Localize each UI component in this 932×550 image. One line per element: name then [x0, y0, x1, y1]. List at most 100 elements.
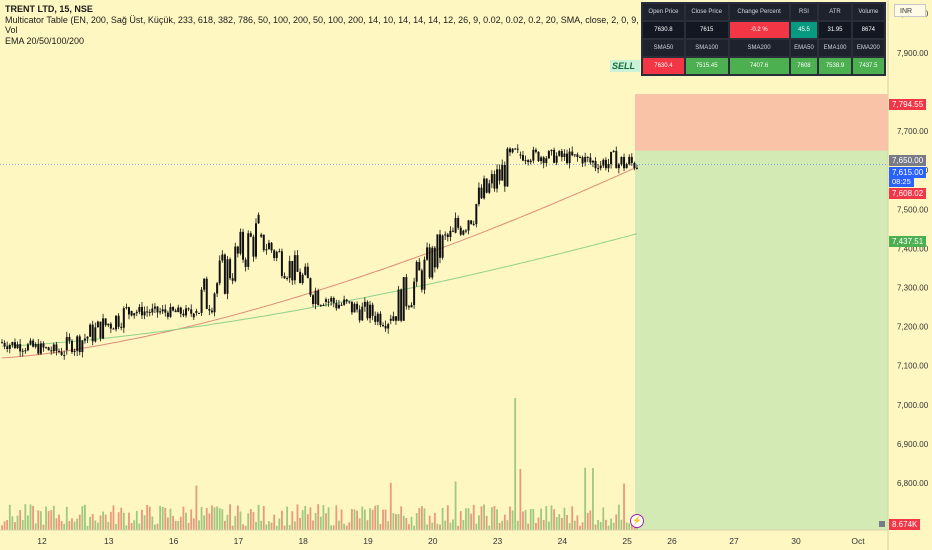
price-tick-2: 7,700.00 [897, 127, 929, 136]
volume-bar-241 [625, 522, 628, 530]
indicator-label[interactable]: Multicator Table (EN, 200, Sağ Üst, Küçü… [5, 14, 714, 25]
ema-label[interactable]: EMA 20/50/100/200 [5, 35, 85, 46]
volume-bar-200 [519, 468, 522, 530]
last-price-badge: 7,615.00 [889, 167, 927, 178]
volume-bar-30 [78, 514, 81, 530]
volume-bar-143 [371, 509, 374, 530]
candle-body-5 [13, 342, 16, 349]
volume-bar-20 [52, 505, 55, 530]
candle-body-159 [413, 281, 416, 306]
candle-body-20 [52, 344, 55, 352]
candle-body-8 [21, 350, 24, 352]
candle-body-0 [1, 342, 3, 344]
volume-bar-215 [558, 514, 561, 530]
candle-body-94 [244, 259, 247, 267]
chart-legend: TRENT LTD, 15, NSE Multicator Table (EN,… [5, 4, 714, 46]
candle-body-203 [527, 160, 530, 163]
volume-bar-79 [205, 507, 208, 530]
candle-body-232 [602, 159, 605, 166]
price-tick-10: 6,900.00 [897, 440, 929, 449]
volume-bar-120 [312, 520, 314, 530]
volume-bar-105 [273, 514, 276, 530]
volume-bar-10 [27, 515, 29, 530]
volume-bar-230 [597, 520, 600, 530]
val-volume: 8674 [852, 22, 884, 38]
volume-bar-56 [146, 505, 149, 530]
candle-body-112 [291, 260, 294, 281]
volume-bar-106 [275, 525, 278, 530]
candle-body-22 [58, 350, 61, 352]
volume-bar-218 [566, 514, 568, 530]
candle-body-107 [278, 251, 281, 253]
candle-body-206 [534, 149, 537, 152]
time-tick-6: 20 [428, 536, 438, 546]
candle-body-216 [560, 151, 563, 158]
val-rsi: 45.5 [790, 22, 818, 38]
vol-label[interactable]: Vol [5, 25, 18, 35]
candle-body-95 [247, 233, 250, 267]
candle-body-73 [190, 309, 193, 314]
candle-body-214 [555, 155, 558, 163]
price-tick-8: 7,100.00 [897, 362, 929, 371]
symbol-title[interactable]: TRENT LTD, 15, NSE [5, 4, 93, 14]
candle-body-160 [415, 261, 418, 282]
candle-body-209 [542, 157, 545, 164]
candle-body-164 [426, 247, 429, 260]
candle-body-155 [402, 277, 405, 321]
volume-bar-159 [413, 525, 416, 530]
volume-bar-33 [86, 525, 89, 530]
candle-body-210 [545, 158, 548, 164]
volume-bar-139 [361, 506, 364, 530]
volume-bar-184 [477, 515, 480, 530]
candle-body-80 [208, 308, 211, 311]
volume-bar-122 [317, 504, 320, 530]
candle-body-144 [374, 315, 377, 322]
volume-bar-13 [34, 523, 37, 530]
volume-bar-207 [537, 517, 540, 530]
volume-bar-107 [278, 518, 281, 530]
volume-bar-39 [102, 511, 104, 530]
candle-body-72 [187, 308, 190, 310]
volume-bar-114 [296, 504, 299, 530]
candle-body-55 [143, 311, 146, 316]
volume-bar-4 [11, 516, 14, 530]
candle-body-194 [503, 164, 506, 187]
candle-body-50 [130, 310, 133, 316]
volume-bar-101 [262, 506, 265, 530]
candle-body-230 [597, 168, 600, 170]
candle-body-231 [599, 165, 602, 169]
ema200-line [1, 233, 638, 347]
volume-bar-44 [115, 524, 117, 530]
volume-bar-110 [286, 506, 289, 530]
volume-bar-5 [14, 522, 16, 530]
candle-body-124 [322, 305, 325, 307]
candle-body-56 [146, 311, 149, 313]
volume-bar-163 [423, 508, 426, 530]
candle-body-77 [200, 289, 203, 313]
volume-bar-172 [446, 505, 449, 530]
currency-selector[interactable]: INR [894, 4, 926, 17]
volume-bar-198 [514, 398, 517, 530]
stop-price-badge: 7,794.55 [889, 99, 927, 110]
candle-body-54 [140, 306, 143, 316]
volume-bar-84 [218, 508, 221, 530]
volume-bar-36 [94, 520, 97, 530]
volume-bar-136 [353, 509, 356, 530]
volume-bar-171 [444, 520, 447, 530]
volume-bar-209 [542, 520, 545, 530]
volume-bar-189 [490, 507, 493, 530]
candle-body-166 [431, 247, 434, 278]
candle-body-70 [182, 313, 185, 316]
candle-body-199 [516, 148, 519, 150]
volume-bar-178 [462, 519, 465, 530]
volume-bar-41 [107, 521, 110, 530]
volume-bar-55 [143, 515, 146, 530]
lightning-icon[interactable]: ⚡ [630, 514, 644, 528]
candle-body-101 [262, 234, 265, 251]
price-tick-5: 7,400.00 [897, 244, 929, 253]
candle-body-219 [568, 151, 571, 164]
candle-body-40 [104, 318, 107, 326]
candle-body-126 [327, 301, 330, 303]
volume-bar-132 [343, 523, 346, 530]
